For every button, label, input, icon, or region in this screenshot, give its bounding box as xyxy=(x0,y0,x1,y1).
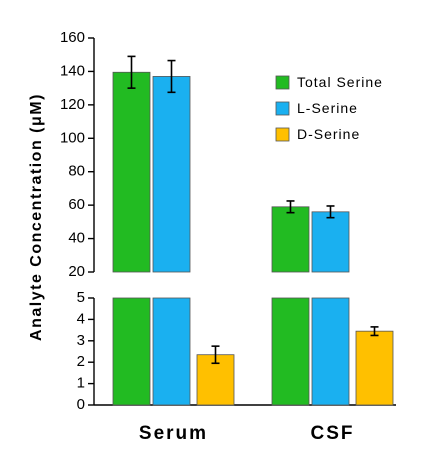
lower-y-tick-label: 3 xyxy=(77,332,85,349)
legend-label-total-serine: Total Serine xyxy=(297,74,383,90)
upper-y-tick-label: 100 xyxy=(60,129,85,146)
upper-y-tick-label: 20 xyxy=(68,263,85,280)
lower-y-tick-label: 1 xyxy=(77,375,85,392)
d-serine-csf-bar xyxy=(355,330,394,406)
l-serine-serum-bar-lower xyxy=(152,297,191,406)
legend-label-d-serine: D-Serine xyxy=(297,126,360,142)
error-bars-layer xyxy=(127,55,379,365)
category-labels: Serum CSF xyxy=(139,423,355,444)
bars-layer xyxy=(112,71,394,406)
l-serine-serum-bar-upper xyxy=(152,76,191,273)
legend: Total Serine L-Serine D-Serine xyxy=(275,74,383,142)
upper-y-tick-label: 120 xyxy=(60,96,85,113)
upper-panel: 20 40 60 80 100 120 140 160 xyxy=(60,29,95,280)
total-serine-serum-bar-upper xyxy=(112,71,151,273)
legend-swatch-l-serine xyxy=(275,101,290,116)
lower-y-tick-label: 2 xyxy=(77,353,85,370)
upper-y-tick-label: 60 xyxy=(68,196,85,213)
total-serine-serum-bar-lower xyxy=(112,297,151,406)
legend-label-l-serine: L-Serine xyxy=(297,100,358,116)
lower-y-tick-label: 4 xyxy=(77,310,85,327)
y-axis-title-group: Analyte Concentration (μM) xyxy=(28,93,45,341)
upper-y-tick-label: 80 xyxy=(68,163,85,180)
upper-y-tick-label: 160 xyxy=(60,29,85,46)
l-serine-csf-bar-lower xyxy=(311,297,350,406)
legend-swatch-d-serine xyxy=(275,127,290,142)
total-serine-csf-bar-lower xyxy=(271,297,310,406)
total-serine-csf-bar-upper xyxy=(271,206,310,273)
upper-y-tick-label: 140 xyxy=(60,62,85,79)
legend-swatch-total-serine xyxy=(275,75,290,90)
lower-y-tick-label: 0 xyxy=(77,396,85,413)
l-serine-csf-bar-upper xyxy=(311,211,350,273)
upper-y-tick-label: 40 xyxy=(68,230,85,247)
category-label-serum: Serum xyxy=(139,423,208,444)
lower-y-tick-label: 5 xyxy=(77,289,85,306)
category-label-csf: CSF xyxy=(311,423,355,444)
y-axis-title: Analyte Concentration (μM) xyxy=(28,93,45,341)
